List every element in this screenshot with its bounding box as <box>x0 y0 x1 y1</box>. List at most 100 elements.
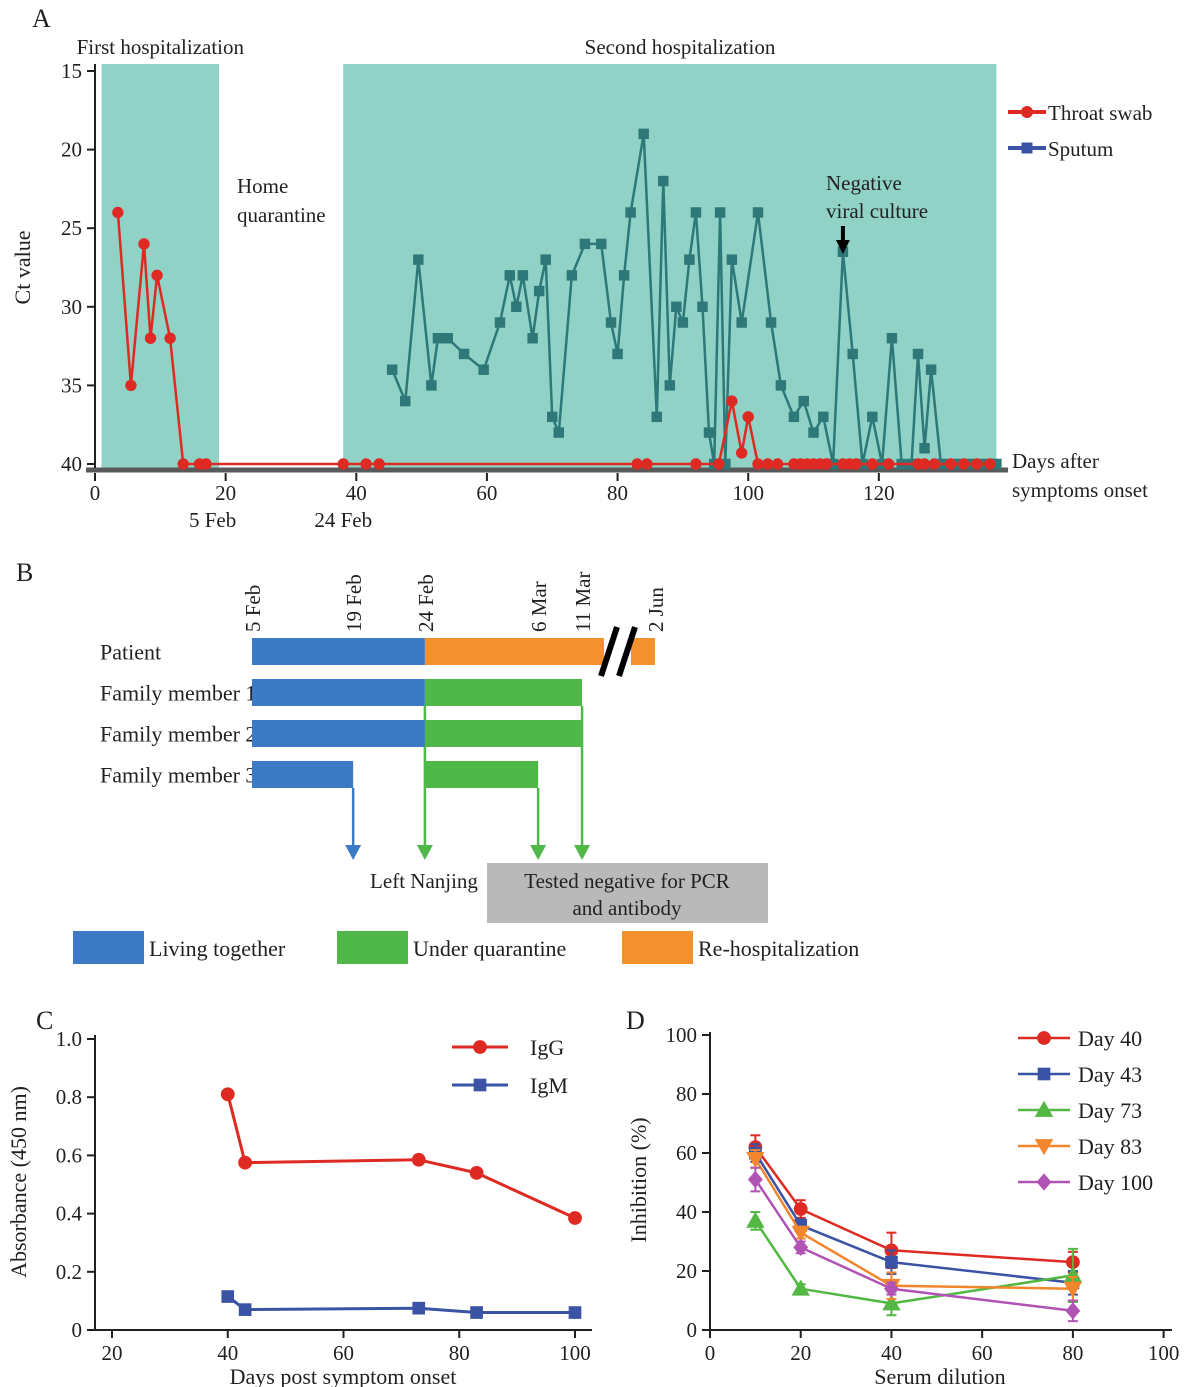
day 83-point <box>1063 1281 1083 1298</box>
sputum-point <box>684 254 695 265</box>
sputum-point <box>579 238 591 250</box>
panel-c-letter: C <box>36 1006 54 1035</box>
day 100-point <box>793 1238 809 1257</box>
day 83-point <box>746 1152 765 1169</box>
x-tick-label: 60 <box>476 481 497 505</box>
throat swab-point <box>984 458 996 470</box>
igm-point <box>221 1290 235 1303</box>
legend-label: Living together <box>149 936 286 961</box>
sputum-point <box>413 254 424 265</box>
family-member-2-quarantine-bar <box>424 720 583 747</box>
family-member-1-living-bar <box>252 679 425 706</box>
arrowhead-icon <box>574 845 591 860</box>
day 40-line <box>754 1146 1073 1264</box>
y-tick-label: 20 <box>61 138 82 162</box>
sputum-point <box>808 427 819 438</box>
igg-point <box>220 1087 235 1102</box>
day 73-point <box>746 1211 765 1228</box>
negative-viral-culture-label: Negative <box>826 171 902 195</box>
igm-line <box>226 1295 575 1314</box>
y-tick-label: 80 <box>676 1082 697 1106</box>
sputum-point <box>553 427 564 438</box>
sputum-point <box>618 270 630 281</box>
day 73-point <box>1063 1266 1083 1283</box>
axis-break-slash <box>598 626 620 677</box>
legend-circle-icon <box>1021 106 1033 118</box>
day 73-line <box>754 1220 1074 1305</box>
sputum-point <box>605 317 617 328</box>
sputum-point <box>703 427 715 438</box>
axis-break-slash <box>616 626 638 677</box>
throat swab-point <box>771 458 784 470</box>
x-tick-label: 20 <box>102 1341 123 1365</box>
legend-label: IgM <box>530 1073 568 1098</box>
day 83-line <box>754 1158 1073 1290</box>
sputum-point <box>566 270 578 281</box>
sputum-point <box>511 301 522 313</box>
left-nanjing-label: Left Nanjing <box>370 869 478 893</box>
arrowhead-icon <box>530 845 547 860</box>
sputum-point <box>386 364 398 375</box>
legend-diamond-icon <box>1036 1173 1052 1191</box>
family-member-2-living-bar <box>252 720 425 747</box>
y-tick-label: 0 <box>72 1318 83 1342</box>
sputum-point <box>458 348 470 360</box>
throat swab-point <box>928 458 941 470</box>
legend-label: Sputum <box>1048 137 1113 161</box>
legend-square-icon <box>1037 1067 1051 1081</box>
down-arrow-icon <box>835 240 850 254</box>
x-tick-label: 60 <box>972 1341 993 1365</box>
arrowhead-icon <box>416 845 433 860</box>
sputum-point <box>818 411 829 423</box>
sputum-point <box>527 333 538 344</box>
y-tick-label: 25 <box>61 216 82 240</box>
x-tick-label: 40 <box>881 1341 902 1365</box>
y-tick-label: 20 <box>676 1259 697 1283</box>
throat swab-point <box>882 458 895 470</box>
negative-viral-culture-label: viral culture <box>826 199 928 223</box>
legend-label: IgG <box>530 1035 564 1060</box>
igm-point <box>470 1306 483 1319</box>
x-tick-label: 20 <box>215 481 236 505</box>
sputum-point <box>677 317 689 328</box>
throat swab-point <box>944 458 957 470</box>
sputum-point <box>991 458 1002 470</box>
sputum-point <box>494 317 506 328</box>
sputum-point <box>752 207 764 218</box>
sputum-point <box>886 333 898 344</box>
note-box-text: and antibody <box>572 896 682 920</box>
family-member-3-living-bar <box>252 761 354 788</box>
day 100-point <box>747 1170 763 1189</box>
sputum-point <box>432 333 444 344</box>
panel-d-neutralization-chart: 0 20 40 60 80 100 0 20 40 60 80 100 Serum dilution In… <box>620 1000 1200 1387</box>
throat swab-point <box>762 458 774 470</box>
sputum-point <box>651 411 662 423</box>
inhibition-chart-svg: 0 20 40 60 80 100 0 20 40 60 80 100 Serum dilution In… <box>626 1023 1180 1387</box>
throat swab-point <box>713 458 725 470</box>
throat swab-point <box>971 458 983 470</box>
legend-square-icon <box>473 1078 487 1092</box>
throat swab-point <box>112 206 124 219</box>
y-tick-label: 30 <box>61 295 82 319</box>
throat swab-point <box>177 458 189 470</box>
sputum-point <box>919 443 930 454</box>
timeline-date-label: 5 Feb <box>241 585 265 632</box>
day 73-point <box>882 1294 901 1311</box>
x-tick-label: 100 <box>1148 1341 1180 1365</box>
x-tick-label: 0 <box>705 1341 716 1365</box>
family-member-1-quarantine-bar <box>424 679 583 706</box>
x-tick-label: 60 <box>333 1341 354 1365</box>
legend-circle-icon <box>473 1040 487 1054</box>
timeline-date-label: 11 Mar <box>571 572 595 632</box>
legend-swatch-living <box>73 931 144 964</box>
sputum-point <box>540 254 551 265</box>
igg-point <box>469 1165 484 1180</box>
timeline-row-label: Patient <box>100 640 161 665</box>
y-tick-label: 0.6 <box>56 1143 82 1167</box>
sputum-point <box>625 207 636 218</box>
family-timeline-svg: 5 Feb 19 Feb 24 Feb 6 Mar 11 Mar 2 Jun Patient… <box>73 572 859 964</box>
panel-a-letter: A <box>32 4 51 33</box>
legend-swatch-quarantine <box>337 931 408 964</box>
sputum-point <box>442 333 453 344</box>
